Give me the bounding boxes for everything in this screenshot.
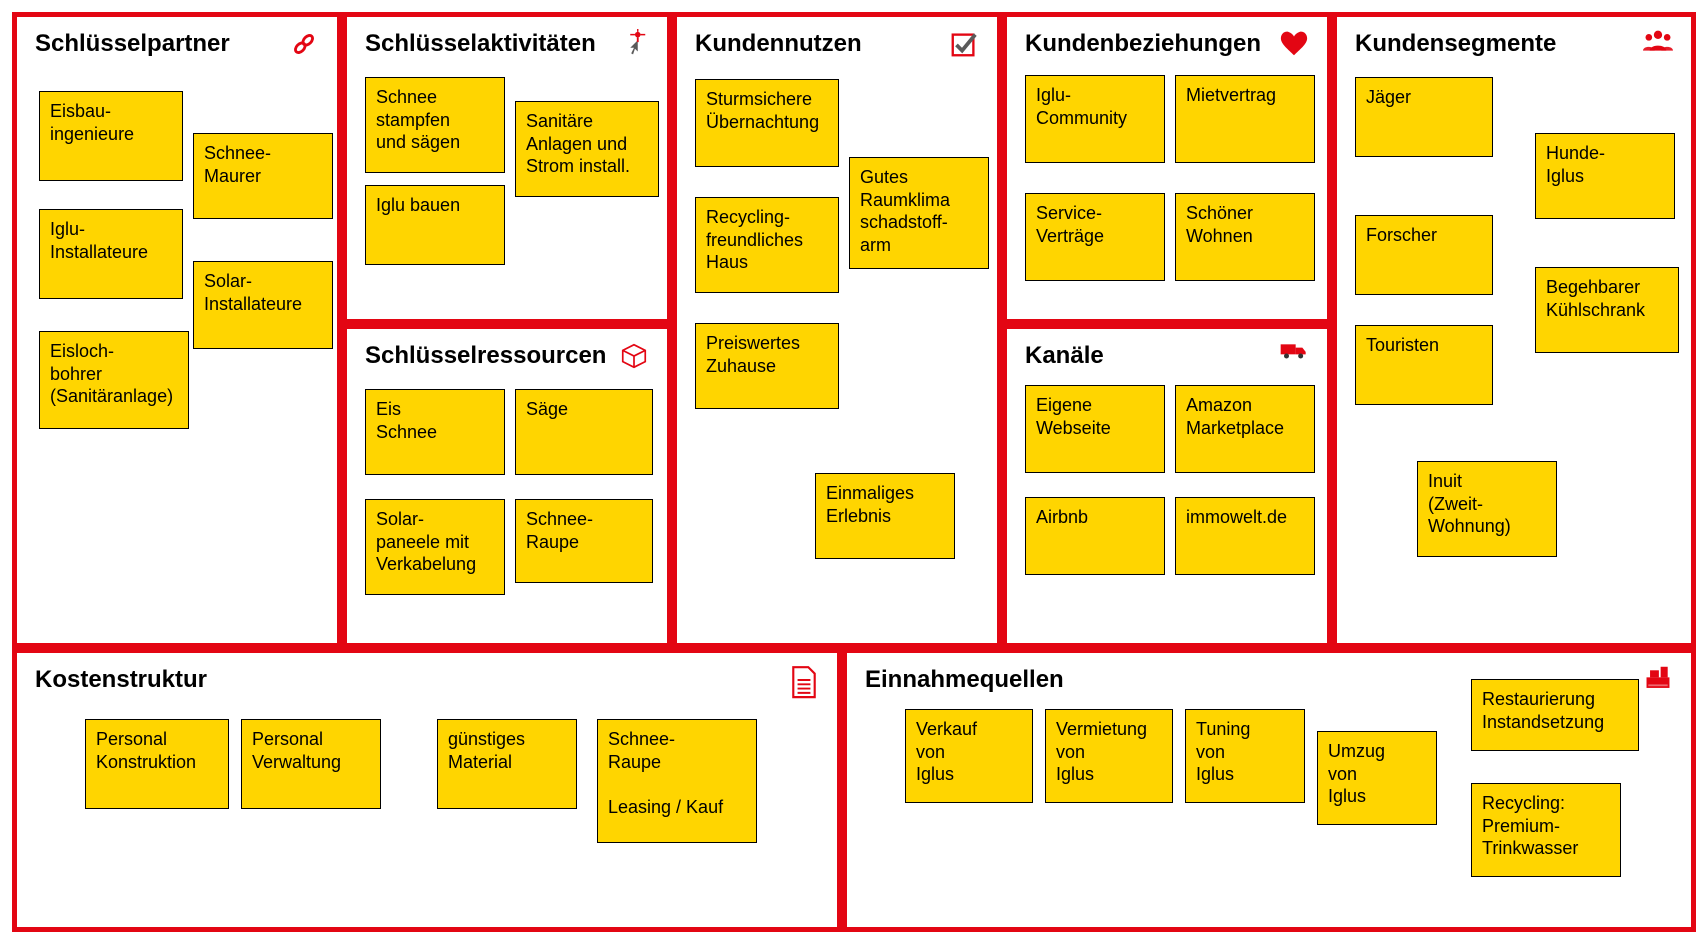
pointer-icon — [619, 29, 649, 59]
business-model-canvas: SchlüsselpartnerEisbau-ingenieureSchnee-… — [0, 0, 1708, 944]
sticky-note: Iglu bauen — [365, 185, 505, 265]
people-icon — [1643, 29, 1673, 59]
sticky-note: SchönerWohnen — [1175, 193, 1315, 281]
sticky-note: Solar-paneele mitVerkabelung — [365, 499, 505, 595]
block-title: Kundennutzen — [695, 30, 862, 58]
block-title: Einnahmequellen — [865, 666, 1064, 694]
sticky-note: Schnee-Maurer — [193, 133, 333, 219]
sticky-note: Service-Verträge — [1025, 193, 1165, 281]
block-header: Kundenbeziehungen — [1007, 17, 1327, 65]
sticky-note: günstigesMaterial — [437, 719, 577, 809]
sticky-note: SanitäreAnlagen undStrom install. — [515, 101, 659, 197]
sticky-note: Schnee-RaupeLeasing / Kauf — [597, 719, 757, 843]
sticky-note: EigeneWebseite — [1025, 385, 1165, 473]
block-title: Schlüsselressourcen — [365, 342, 606, 370]
block-header: Kostenstruktur — [17, 653, 837, 701]
block-title: Kanäle — [1025, 342, 1104, 370]
sticky-note: Eisbau-ingenieure — [39, 91, 183, 181]
sticky-note: immowelt.de — [1175, 497, 1315, 575]
block-title: Schlüsselpartner — [35, 30, 230, 58]
block-title: Schlüsselaktivitäten — [365, 30, 596, 58]
truck-icon — [1279, 341, 1309, 371]
sticky-note: Jäger — [1355, 77, 1493, 157]
heart-icon — [1279, 29, 1309, 59]
block-segments: Kundensegmente Jäger Hunde-Iglus Forscher Be… — [1332, 12, 1696, 648]
check-icon — [949, 29, 979, 59]
block-value: Kundennutzen SturmsichereÜbernachtungGute… — [672, 12, 1002, 648]
block-revenue: Einnahmequellen VerkaufvonIglusVermietung… — [842, 648, 1696, 932]
sticky-note: VermietungvonIglus — [1045, 709, 1173, 803]
sticky-note: Recycling:Premium-Trinkwasser — [1471, 783, 1621, 877]
sticky-note: Solar-Installateure — [193, 261, 333, 349]
sticky-note: PersonalKonstruktion — [85, 719, 229, 809]
block-header: Schlüsselressourcen — [347, 329, 667, 377]
sticky-note: SturmsichereÜbernachtung — [695, 79, 839, 167]
sticky-note: Recycling-freundlichesHaus — [695, 197, 839, 293]
block-costs: Kostenstruktur PersonalKonstruktionPerson… — [12, 648, 842, 932]
block-partners: Schlüsselpartner Eisbau-ingenieureSchnee-… — [12, 12, 342, 648]
sticky-note: Schneestampfenund sägen — [365, 77, 505, 173]
sticky-note: UmzugvonIglus — [1317, 731, 1437, 825]
block-activities: Schlüsselaktivitäten Schneestampfenund sä… — [342, 12, 672, 324]
sticky-note: BegehbarerKühlschrank — [1535, 267, 1679, 353]
sticky-note: Iglu-Installateure — [39, 209, 183, 299]
sticky-note: Touristen — [1355, 325, 1493, 405]
block-header: Schlüsselaktivitäten — [347, 17, 667, 65]
sticky-note: Säge — [515, 389, 653, 475]
block-resources: Schlüsselressourcen EisSchneeSägeSolar-pa… — [342, 324, 672, 648]
sticky-note: TuningvonIglus — [1185, 709, 1305, 803]
sticky-note: Inuit(Zweit-Wohnung) — [1417, 461, 1557, 557]
block-relationships: Kundenbeziehungen Iglu-CommunityMietvertr… — [1002, 12, 1332, 324]
sticky-note: GutesRaumklimaschadstoff-arm — [849, 157, 989, 269]
sticky-note: Mietvertrag — [1175, 75, 1315, 163]
sticky-note: PreiswertesZuhause — [695, 323, 839, 409]
sticky-note: Forscher — [1355, 215, 1493, 295]
cube-icon — [619, 341, 649, 371]
register-icon — [1643, 665, 1673, 695]
block-header: Kanäle — [1007, 329, 1327, 377]
sticky-note: RestaurierungInstandsetzung — [1471, 679, 1639, 751]
sticky-note: Hunde-Iglus — [1535, 133, 1675, 219]
sticky-note: Airbnb — [1025, 497, 1165, 575]
sticky-note: PersonalVerwaltung — [241, 719, 381, 809]
doc-icon — [789, 665, 819, 695]
sticky-note: Schnee-Raupe — [515, 499, 653, 583]
block-header: Schlüsselpartner — [17, 17, 337, 65]
sticky-note: EinmaligesErlebnis — [815, 473, 955, 559]
block-title: Kostenstruktur — [35, 666, 207, 694]
block-title: Kundenbeziehungen — [1025, 30, 1261, 58]
block-header: Kundensegmente — [1337, 17, 1691, 65]
block-channels: Kanäle EigeneWebseiteAmazonMarketplaceAir… — [1002, 324, 1332, 648]
link-icon — [289, 29, 319, 59]
sticky-note: AmazonMarketplace — [1175, 385, 1315, 473]
sticky-note: Iglu-Community — [1025, 75, 1165, 163]
sticky-note: Eisloch-bohrer(Sanitäranlage) — [39, 331, 189, 429]
block-title: Kundensegmente — [1355, 30, 1556, 58]
sticky-note: VerkaufvonIglus — [905, 709, 1033, 803]
block-header: Kundennutzen — [677, 17, 997, 65]
sticky-note: EisSchnee — [365, 389, 505, 475]
